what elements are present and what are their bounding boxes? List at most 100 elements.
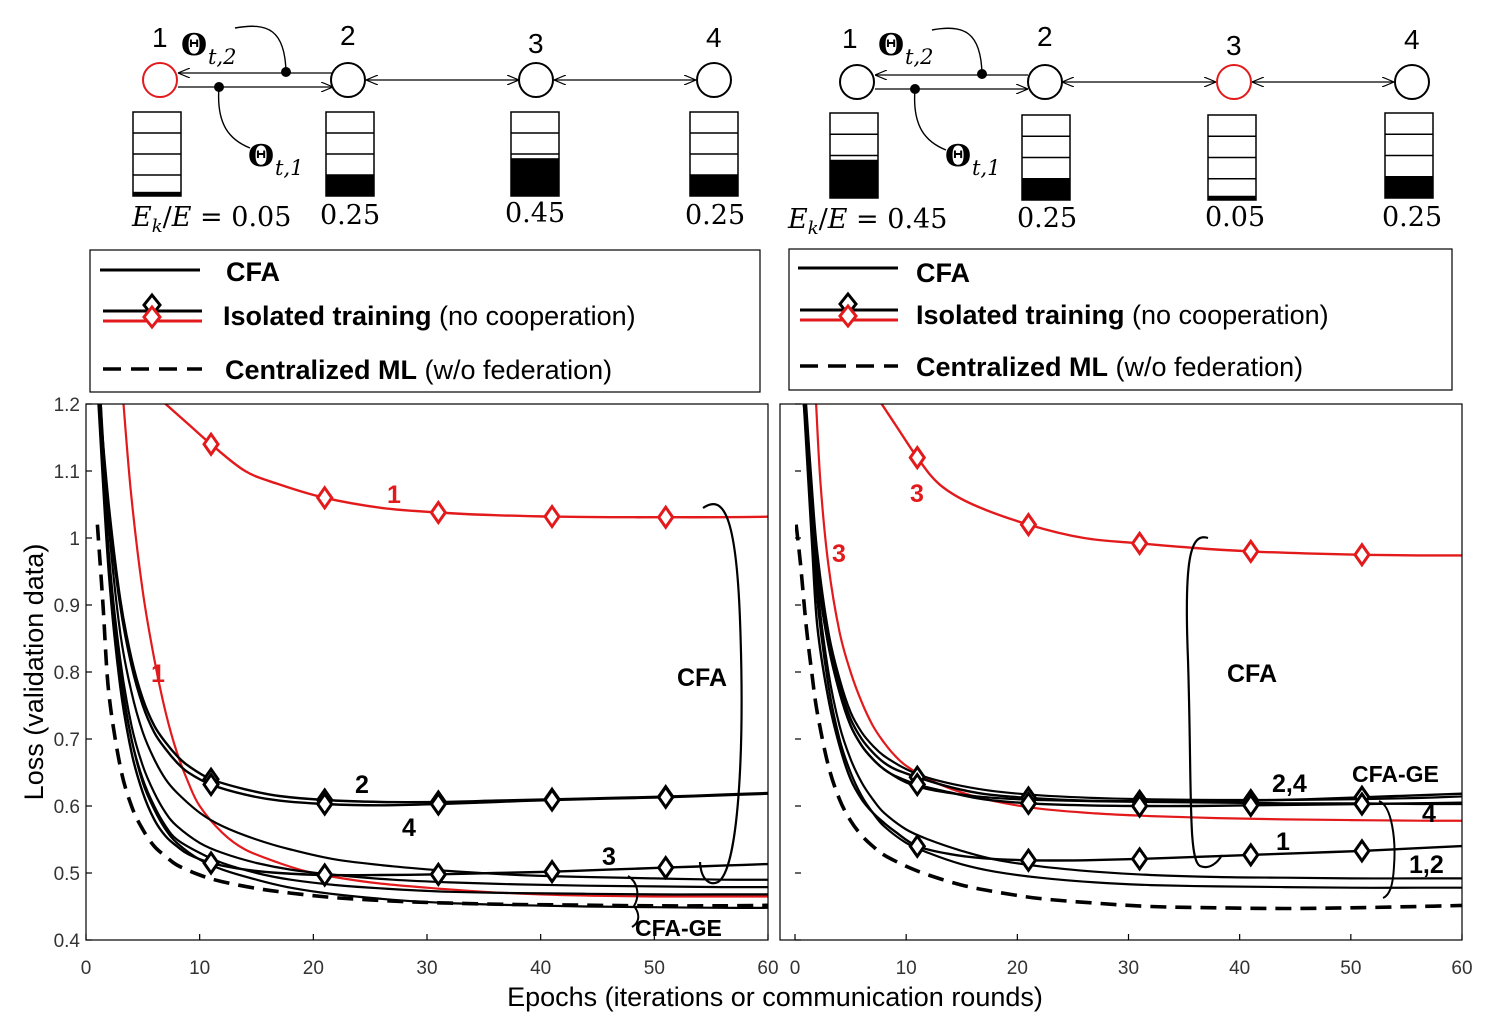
- theta-callout-lower: [913, 88, 947, 151]
- data-stack-2: [325, 111, 375, 197]
- series-marker: [315, 791, 334, 817]
- theta-subscript: t,2: [905, 45, 933, 69]
- x-ticks: 0 10 20 30 40 50 60: [790, 934, 1473, 979]
- y-tick-label: 1.2: [54, 395, 80, 416]
- y-tick-label: 0.6: [54, 797, 80, 818]
- theta-callout-upper: [234, 25, 287, 73]
- series-marker: [1241, 842, 1260, 868]
- x-tick-label: 40: [530, 958, 551, 979]
- label-isolated-node-3: 3: [910, 480, 924, 508]
- series-line-cfa-black-6: [99, 404, 768, 881]
- theta-label-lower: Θ t,1: [945, 139, 1000, 180]
- legend-box: [788, 248, 1453, 391]
- data-fill: [1022, 178, 1070, 200]
- theta-label-upper: Θ t,2: [181, 28, 236, 69]
- x-axis-title: Epochs (iterations or communication roun…: [507, 982, 1043, 1012]
- theta-label-upper: Θ t,2: [878, 28, 933, 69]
- label-cfa-ge: CFA-GE: [1352, 761, 1439, 787]
- series-line-cfa-black-8: [803, 404, 1462, 806]
- energy-ratio-1: 0.05: [231, 202, 291, 233]
- series-marker: [315, 485, 334, 511]
- energy-ratio-3: 0.05: [1205, 202, 1265, 233]
- energy-ratio-4: 0.25: [1382, 202, 1442, 233]
- series-line-centralized-10: [95, 524, 768, 908]
- legend-cfa: CFA: [916, 258, 970, 288]
- plot-area: [86, 404, 768, 940]
- cfa-ge-bracket: [627, 875, 640, 928]
- series-marker: [1019, 847, 1038, 873]
- series-marker: [1130, 846, 1149, 872]
- cfa-bracket: [1185, 536, 1223, 869]
- plot-right: 0 10 20 30 40 50 60 3 3 CFA 2,4 CFA-GE 4 1 1,2: [779, 403, 1473, 979]
- node-label-4: 4: [1404, 24, 1420, 55]
- series-line-cfa-black-7: [98, 404, 768, 889]
- legend-swatch-isolated: [800, 291, 898, 329]
- energy-ratio-1: 0.45: [887, 204, 947, 235]
- series-marker: [1019, 511, 1038, 538]
- series-line-isolated-black-5: [97, 404, 768, 877]
- series-marker: [1241, 538, 1260, 565]
- label-cfa: CFA: [1227, 660, 1277, 688]
- theta-dot-lower: [910, 84, 920, 94]
- legend-centralized: Centralized ML (w/o federation): [916, 352, 1303, 382]
- data-fill: [326, 175, 374, 196]
- series-line-cfa-red-2: [815, 404, 1462, 822]
- node-circle-1: [142, 62, 178, 98]
- x-tick-label: 20: [303, 958, 324, 979]
- label-cfa: CFA: [677, 664, 727, 692]
- legend-isolated: Isolated training (no cooperation): [223, 301, 636, 331]
- theta-subscript: t,1: [275, 156, 303, 180]
- series-marker: [1353, 791, 1371, 817]
- series-line-cfa-black-6: [803, 404, 1462, 880]
- label-nodes-1-2: 1,2: [1409, 851, 1444, 879]
- series-marker: [429, 861, 448, 887]
- data-stacks: [829, 112, 1434, 201]
- series-line-cfa-black-9: [99, 404, 768, 909]
- x-tick-label: 0: [790, 958, 801, 979]
- cfa-ge-bracket: [1378, 800, 1396, 899]
- data-stacks: [132, 111, 739, 197]
- network-diagram-left: 1 2 3 4 Θ t,2 Θ t,1 Ek/E = 0.05 0.25 0.4…: [131, 20, 745, 237]
- markers: [202, 431, 675, 888]
- series-marker: [656, 504, 675, 530]
- node-label-4: 4: [706, 22, 722, 53]
- series-line-centralized-10: [795, 524, 1462, 911]
- theta-symbol: Θ: [248, 139, 274, 174]
- data-fill: [511, 158, 559, 196]
- y-tick-label: 1.1: [54, 462, 80, 483]
- series-marker: [1353, 542, 1371, 568]
- legend-left: CFA Isolated training (no cooperation) C…: [89, 249, 761, 393]
- y-tick-label: 0.8: [54, 663, 80, 684]
- energy-ratio-2: 0.25: [320, 200, 380, 231]
- theta-symbol: Θ: [878, 28, 904, 63]
- series-marker: [1019, 790, 1038, 816]
- energy-ratio-label: Ek/E = 0.05: [131, 202, 291, 237]
- x-tick-label: 30: [416, 958, 437, 979]
- label-cfa-ge: CFA-GE: [635, 915, 722, 941]
- series-marker: [908, 444, 927, 471]
- label-node-2: 2: [355, 771, 369, 799]
- x-tick-label: 20: [1007, 958, 1028, 979]
- node-circle-1: [839, 64, 875, 100]
- theta-callout-upper: [931, 27, 983, 75]
- label-node-4: 4: [402, 814, 416, 842]
- data-fill: [133, 191, 181, 196]
- series-line-isolated-red-1: [163, 404, 768, 519]
- x-tick-label: 50: [1340, 958, 1361, 979]
- series-marker: [543, 503, 561, 530]
- node-circle-3: [518, 62, 554, 98]
- label-node-4: 4: [1422, 800, 1436, 828]
- theta-symbol: Θ: [181, 28, 207, 63]
- theta-dot-upper: [977, 69, 987, 79]
- theta-label-lower: Θ t,1: [248, 139, 303, 180]
- data-fill: [830, 159, 878, 198]
- series-marker: [1241, 792, 1260, 818]
- x-tick-label: 60: [1451, 958, 1472, 979]
- series-line-cfa-black-7: [803, 404, 1462, 889]
- theta-dot-lower: [214, 82, 224, 92]
- node-label-3: 3: [528, 28, 544, 59]
- y-axis-title: Loss (validation data): [19, 544, 49, 801]
- x-tick-label: 50: [644, 958, 665, 979]
- label-node-3: 3: [602, 843, 616, 871]
